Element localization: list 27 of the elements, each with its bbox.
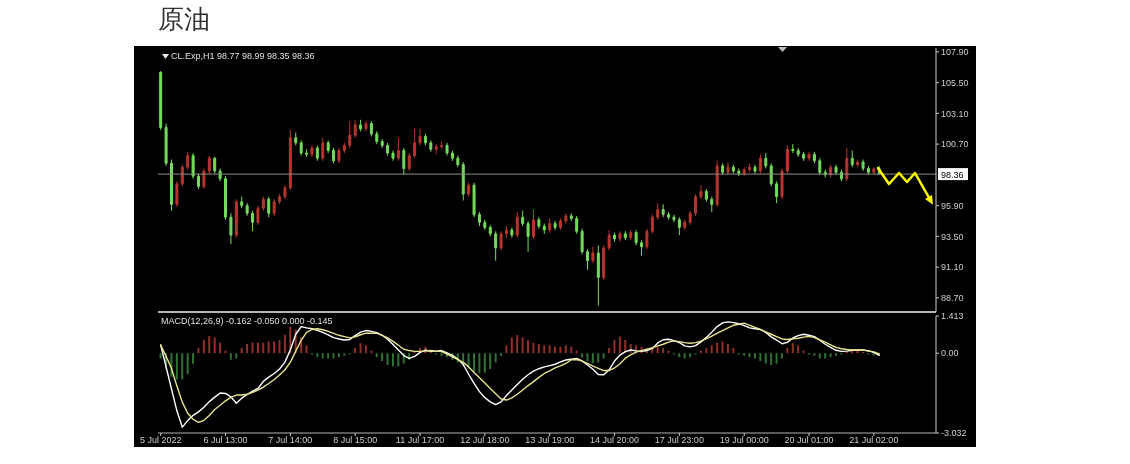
y-tick-label: 100.70 [941,139,969,150]
y-tick-label: 0.00 [941,348,959,359]
y-tick-label: 1.413 [941,311,964,322]
x-tick-label: 20 Jul 01:00 [784,435,834,446]
chart-title: 原油 [158,3,210,35]
y-tick-label: -3.032 [941,428,967,439]
y-tick-label: 93.50 [941,231,964,242]
y-tick-label: 91.10 [941,262,964,273]
ref-line-label: 98.36 [941,169,964,180]
x-tick-label: 7 Jul 14:00 [268,435,313,446]
x-tick-label: 14 Jul 20:00 [590,435,640,446]
y-tick-label: 103.10 [941,108,969,119]
x-tick-label: 21 Jul 02:00 [849,435,899,446]
x-tick-label: 12 Jul 18:00 [460,435,510,446]
x-tick-label: 11 Jul 17:00 [395,435,445,446]
y-tick-label: 95.90 [941,200,964,211]
x-tick-label: 19 Jul 00:00 [719,435,769,446]
y-tick-label: 105.50 [941,77,969,88]
chart-subtitle: MACD(12,26,9) -0.162 -0.050 0.000 -0.145 [161,316,333,326]
y-tick-label: 88.70 [941,293,964,304]
x-tick-label: 5 Jul 2022 [139,435,182,446]
x-tick-label: 8 Jul 15:00 [333,435,378,446]
y-tick-label: 107.90 [941,47,969,58]
x-tick-label: 13 Jul 19:00 [525,435,575,446]
x-tick-label: 17 Jul 23:00 [654,435,704,446]
chart-subtitle: CL.Exp,H1 98.77 98.99 98.35 98.36 [171,51,315,61]
x-tick-label: 6 Jul 13:00 [203,435,248,446]
